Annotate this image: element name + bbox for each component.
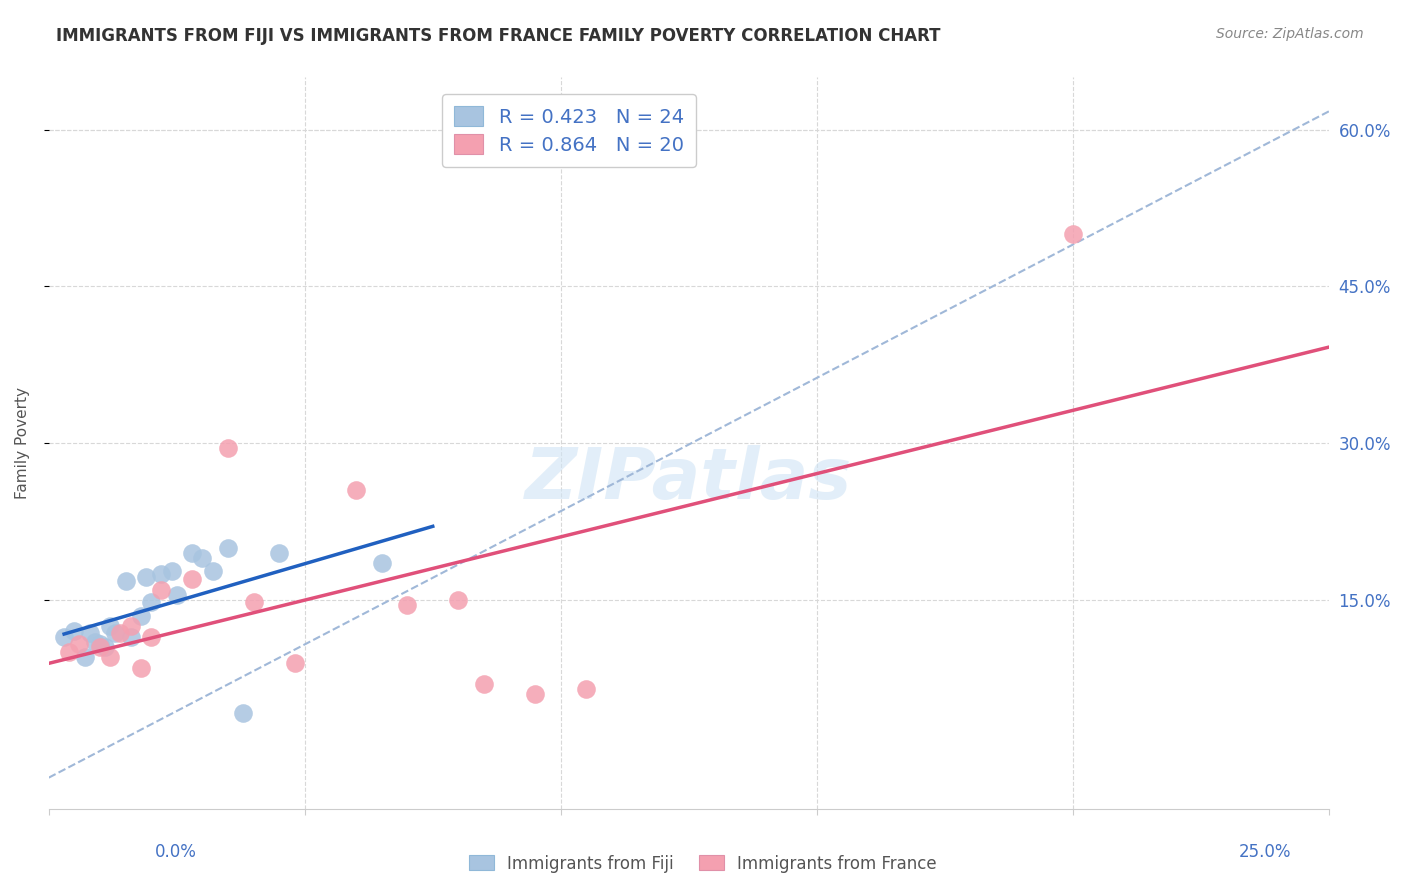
Point [1062,227,1084,242]
Point [110,626,132,640]
Text: ZIPatlas: ZIPatlas [524,445,852,515]
Point [89,640,111,654]
Point [129,608,152,623]
Point [160,564,183,578]
Point [269,546,291,560]
Point [141,595,163,609]
Point [120,619,142,633]
Legend: Immigrants from Fiji, Immigrants from France: Immigrants from Fiji, Immigrants from Fr… [463,848,943,880]
Point [201,564,224,578]
Point [217,541,239,555]
Point [63,624,86,639]
Point [217,442,239,456]
Point [242,595,264,609]
Point [129,661,152,675]
Point [191,551,214,566]
Point [98,619,121,633]
Point [120,630,142,644]
Point [73,650,96,665]
Point [98,650,121,665]
Point [83,634,105,648]
Point [141,630,163,644]
Point [104,626,127,640]
Point [150,566,173,581]
Point [79,626,101,640]
Point [181,572,204,586]
Text: IMMIGRANTS FROM FIJI VS IMMIGRANTS FROM FRANCE FAMILY POVERTY CORRELATION CHART: IMMIGRANTS FROM FIJI VS IMMIGRANTS FROM … [56,27,941,45]
Text: Source: ZipAtlas.com: Source: ZipAtlas.com [1216,27,1364,41]
Point [58,645,80,659]
Point [181,546,204,560]
Point [166,588,188,602]
Point [370,557,392,571]
Y-axis label: Family Poverty: Family Poverty [15,387,30,500]
Text: 25.0%: 25.0% [1239,843,1292,861]
Point [232,706,254,720]
Point [396,598,419,612]
Text: 0.0%: 0.0% [155,843,197,861]
Point [283,656,305,670]
Point [472,676,495,690]
Point [575,681,598,696]
Legend: R = 0.423   N = 24, R = 0.864   N = 20: R = 0.423 N = 24, R = 0.864 N = 20 [443,95,696,167]
Point [53,630,76,644]
Point [69,637,91,651]
Point [344,483,367,498]
Point [524,687,547,701]
Point [135,570,157,584]
Point [114,574,136,589]
Point [89,637,111,651]
Point [447,593,470,607]
Point [94,640,117,654]
Point [150,582,173,597]
